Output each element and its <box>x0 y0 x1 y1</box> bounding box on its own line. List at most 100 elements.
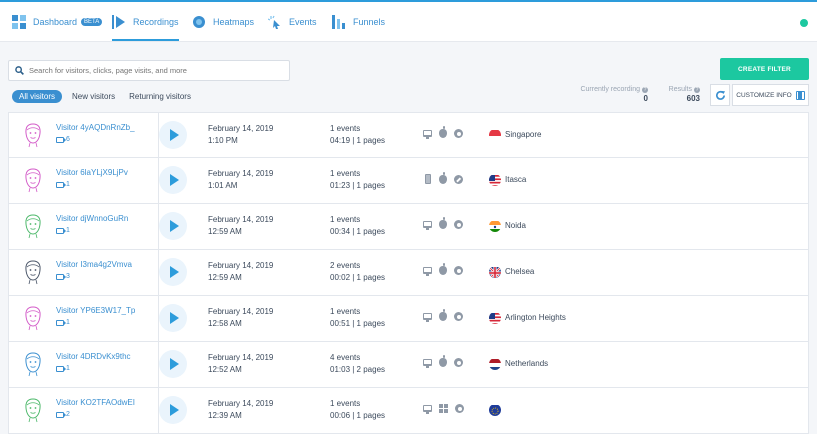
search-input[interactable] <box>29 66 279 75</box>
duration-pages: 00:51 | 1 pages <box>330 319 386 328</box>
recording-date: February 14, 2019 <box>208 124 274 133</box>
play-recording-button[interactable] <box>159 304 187 332</box>
windows-icon <box>439 404 448 413</box>
tab-returning-visitors[interactable]: Returning visitors <box>129 91 191 101</box>
recording-events: 1 events 00:06 | 1 pages <box>330 398 385 422</box>
nav-recordings[interactable]: Recordings <box>112 2 179 42</box>
visitor-filter-tabs: All visitors New visitors Returning visi… <box>12 89 205 103</box>
info-icon[interactable]: ? <box>694 87 700 93</box>
visitor-name-link[interactable]: Visitor djWnnoGuRn <box>56 214 129 223</box>
recording-row[interactable]: Visitor djWnnoGuRn 1 February 14, 2019 12:5… <box>8 204 809 250</box>
recording-time: 12:52 AM <box>208 365 242 374</box>
search-box[interactable] <box>8 60 290 81</box>
event-count: 1 events <box>330 307 361 316</box>
duration-pages: 01:23 | 1 pages <box>330 181 386 190</box>
recording-row[interactable]: Visitor 4DRDvKx9thc 1 February 14, 2019 12:… <box>8 342 809 388</box>
nav-events-label: Events <box>289 17 317 27</box>
camera-icon <box>56 411 66 418</box>
session-count-value: 1 <box>66 181 70 188</box>
chrome-icon <box>454 266 463 275</box>
tab-new-visitors[interactable]: New visitors <box>72 91 116 101</box>
play-recording-button[interactable] <box>159 350 187 378</box>
visitor-name-link[interactable]: Visitor 4DRDvKx9thc <box>56 352 131 361</box>
desktop-icon <box>423 359 432 368</box>
dashboard-icon <box>12 15 26 29</box>
recording-events: 1 events 04:19 | 1 pages <box>330 123 385 147</box>
nav-funnels[interactable]: Funnels <box>332 2 385 42</box>
visitor-avatar-icon <box>23 397 43 423</box>
apple-icon <box>439 263 447 275</box>
duration-pages: 00:02 | 1 pages <box>330 273 386 282</box>
currently-recording-stat: Currently recording? 0 <box>566 86 648 103</box>
visitor-cell: Visitor I3ma4g2Vmva 3 <box>9 250 159 295</box>
visitor-name-link[interactable]: Visitor 4yAQDnRnZb_ <box>56 123 135 132</box>
tab-all-visitors[interactable]: All visitors <box>12 89 63 103</box>
recording-time: 12:39 AM <box>208 411 242 420</box>
visitor-avatar-icon <box>23 259 43 285</box>
recording-row[interactable]: Visitor YP6E3W17_Tp 1 February 14, 2019 12:… <box>8 296 809 342</box>
device-info <box>423 263 470 276</box>
event-count: 1 events <box>330 169 361 178</box>
visitor-avatar-icon <box>23 213 43 239</box>
recording-row[interactable]: Visitor I3ma4g2Vmva 3 February 14, 2019 12:… <box>8 250 809 296</box>
apple-icon <box>439 171 447 184</box>
nav-heatmaps[interactable]: Heatmaps <box>192 2 254 42</box>
create-filter-button[interactable]: CREATE FILTER <box>720 58 809 80</box>
results-value: 603 <box>686 94 700 103</box>
results-label: Results <box>668 86 692 93</box>
camera-icon <box>56 365 66 372</box>
recording-datetime: February 14, 2019 12:39 AM <box>208 398 273 422</box>
visitor-name-link[interactable]: Visitor 6laYLjX9LjPv <box>56 168 128 177</box>
session-count-value: 2 <box>66 411 70 418</box>
visitor-avatar-icon <box>23 351 43 377</box>
info-icon[interactable]: ? <box>642 87 648 93</box>
camera-icon <box>56 227 66 234</box>
recording-datetime: February 14, 2019 1:01 AM <box>208 168 273 192</box>
recording-events: 2 events 00:02 | 1 pages <box>330 260 385 284</box>
chrome-icon <box>454 312 463 321</box>
beta-badge: BETA <box>81 18 103 26</box>
play-recording-button[interactable] <box>159 166 187 194</box>
visitor-location: Itasca <box>505 175 527 184</box>
recording-row[interactable]: Visitor 6laYLjX9LjPv 1 February 14, 2019 1:… <box>8 158 809 204</box>
session-count-value: 3 <box>66 273 70 280</box>
customize-info-label: CUSTOMIZE INFO <box>736 91 792 99</box>
camera-icon <box>56 181 66 188</box>
recording-time: 1:01 AM <box>208 181 238 190</box>
visitor-location: Chelsea <box>505 267 535 276</box>
recording-time: 1:10 PM <box>208 136 238 145</box>
visitor-cell: Visitor 4DRDvKx9thc 1 <box>9 342 159 387</box>
recording-events: 1 events 00:51 | 1 pages <box>330 306 385 330</box>
visitor-name-link[interactable]: Visitor YP6E3W17_Tp <box>56 306 136 315</box>
play-recording-button[interactable] <box>159 396 187 424</box>
recording-events: 1 events 01:23 | 1 pages <box>330 168 385 192</box>
recording-datetime: February 14, 2019 12:52 AM <box>208 352 273 376</box>
recording-time: 12:59 AM <box>208 273 242 282</box>
nav-funnels-label: Funnels <box>353 17 386 27</box>
recording-date: February 14, 2019 <box>208 261 274 270</box>
play-recording-button[interactable] <box>159 121 187 149</box>
device-info <box>423 217 470 230</box>
desktop-icon <box>423 313 432 322</box>
duration-pages: 00:34 | 1 pages <box>330 227 386 236</box>
recording-row[interactable]: Visitor 4yAQDnRnZb_ 6 February 14, 2019 1:1… <box>8 112 809 158</box>
apple-icon <box>439 217 447 229</box>
play-recording-button[interactable] <box>159 212 187 240</box>
mobile-icon <box>425 174 431 184</box>
device-info <box>423 171 470 184</box>
visitor-name-link[interactable]: Visitor I3ma4g2Vmva <box>56 260 132 269</box>
funnel-bars-icon <box>332 15 345 29</box>
refresh-button[interactable] <box>710 84 730 106</box>
play-recording-button[interactable] <box>159 258 187 286</box>
recording-row[interactable]: Visitor KO2TFAOdwEI 2 February 14, 2019 12:… <box>8 388 809 434</box>
visitor-cell: Visitor YP6E3W17_Tp 1 <box>9 296 159 341</box>
nav-events[interactable]: Events <box>268 2 317 42</box>
recording-time: 12:59 AM <box>208 227 242 236</box>
recording-datetime: February 14, 2019 12:59 AM <box>208 214 273 238</box>
visitor-name-link[interactable]: Visitor KO2TFAOdwEI <box>56 398 135 407</box>
nav-dashboard[interactable]: Dashboard BETA <box>12 2 103 42</box>
recording-date: February 14, 2019 <box>208 215 274 224</box>
customize-info-button[interactable]: CUSTOMIZE INFO <box>732 84 809 106</box>
desktop-icon <box>423 405 432 414</box>
recording-time: 12:58 AM <box>208 319 242 328</box>
